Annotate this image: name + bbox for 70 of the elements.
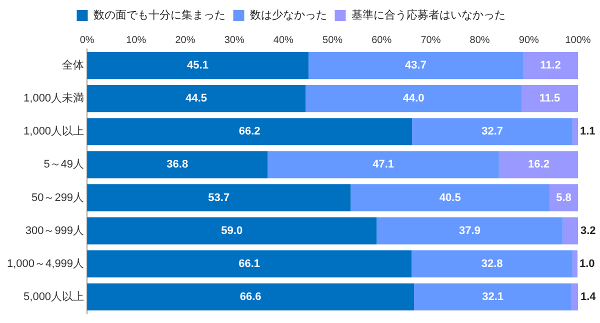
bar: [376, 217, 563, 244]
data-label: 66.6: [240, 290, 262, 303]
data-label: 47.1: [372, 158, 394, 171]
bar: [572, 250, 578, 278]
data-label: 59.0: [221, 224, 243, 237]
y-tick-label: 1,000～4,999人: [6, 258, 84, 270]
x-tick-label: 30%: [224, 34, 244, 46]
y-tick-label: 50～299人: [31, 192, 84, 204]
x-tick-label: 100%: [565, 34, 591, 46]
bar: [306, 85, 522, 112]
data-label: 40.5: [439, 192, 461, 204]
data-label: 53.7: [208, 192, 230, 204]
x-tick-label: 60%: [372, 34, 392, 46]
bar: [572, 283, 578, 310]
data-label: 45.1: [187, 60, 208, 72]
y-tick-label: 全体: [62, 60, 84, 72]
bar: [350, 184, 550, 212]
bar: [412, 118, 573, 146]
data-label: 1.4: [580, 290, 597, 303]
bar: [87, 217, 377, 244]
bar: [562, 217, 578, 244]
bar: [87, 250, 412, 278]
x-tick-label: 40%: [273, 34, 294, 46]
legend-label: 数の面でも十分に集まった: [93, 8, 226, 22]
x-tick-label: 80%: [470, 34, 490, 46]
data-label: 11.5: [539, 92, 560, 105]
x-tick-label: 50%: [322, 34, 343, 46]
data-label: 16.2: [528, 158, 550, 171]
x-tick-label: 70%: [420, 34, 441, 46]
data-label: 66.2: [238, 126, 260, 138]
data-label: 1.0: [580, 258, 595, 270]
data-label: 32.8: [481, 258, 503, 270]
data-label: 32.1: [482, 290, 504, 303]
x-tick-label: 90%: [518, 34, 540, 46]
bar: [523, 52, 578, 80]
bar: [308, 52, 524, 80]
data-label: 11.2: [540, 60, 561, 72]
bar: [87, 85, 306, 112]
bar: [87, 283, 414, 310]
y-tick-label: 5,000人以上: [24, 290, 84, 303]
y-tick-label: 1,000人以上: [24, 124, 84, 138]
bar: [268, 151, 499, 178]
data-label: 32.7: [482, 126, 504, 138]
bar: [87, 151, 268, 178]
x-tick-label: 10%: [126, 34, 146, 46]
bar: [572, 118, 578, 146]
x-tick-label: 20%: [175, 34, 196, 46]
data-label: 5.8: [556, 192, 572, 204]
data-label: 3.2: [580, 224, 596, 237]
bar: [550, 184, 578, 212]
bar: [87, 118, 412, 146]
x-tick-label: 0%: [80, 34, 94, 46]
data-label: 36.8: [166, 158, 188, 171]
y-tick-label: 1,000人未満: [24, 92, 84, 105]
y-tick-label: 300～999人: [25, 224, 84, 237]
bar: [498, 151, 578, 178]
bar: [522, 85, 578, 112]
bar: [412, 250, 573, 278]
bar: [414, 283, 572, 310]
y-tick-label: 5～49人: [44, 158, 84, 171]
data-label: 66.1: [238, 258, 260, 270]
data-label: 44.0: [402, 92, 424, 105]
bar: [87, 184, 351, 212]
data-label: 1.1: [580, 126, 596, 138]
data-label: 37.9: [459, 224, 480, 237]
data-label: 44.5: [186, 92, 207, 105]
bar: [87, 52, 308, 80]
legend-label: 数は少なかった: [250, 8, 327, 22]
data-label: 43.7: [405, 60, 426, 72]
legend-label: 基準に合う応募者はいなかった: [351, 8, 506, 22]
